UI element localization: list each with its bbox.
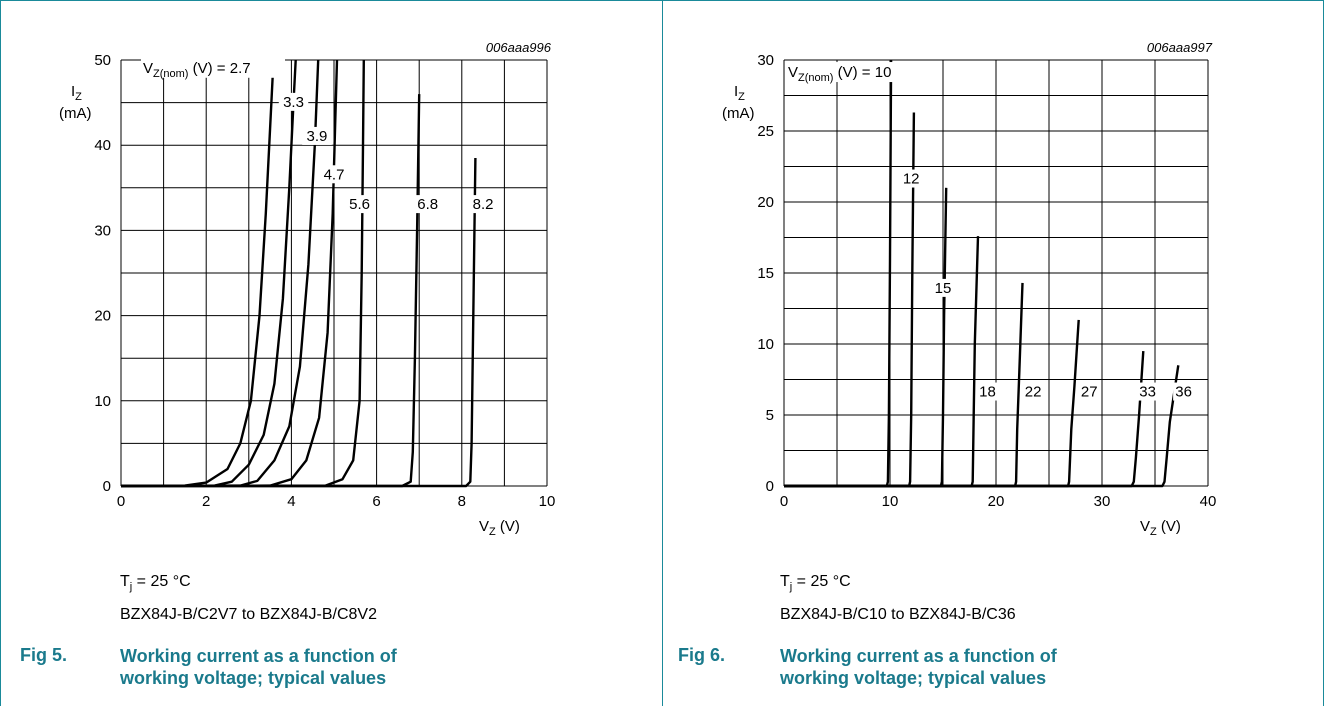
x-tick-label: 4 (287, 493, 295, 510)
y-tick-label: 25 (757, 123, 774, 140)
x-tick-label: 0 (117, 493, 125, 510)
x-tick-label: 20 (988, 493, 1005, 510)
figure-code: 006aaa997 (1147, 40, 1213, 55)
series-label: 5.6 (349, 196, 370, 213)
series-label: 4.7 (324, 166, 345, 183)
y-tick-label: 20 (94, 308, 111, 325)
series-curve (784, 236, 980, 488)
conditions-text: Tj = 25 °C (120, 573, 191, 594)
series-label-bg (319, 165, 349, 184)
x-tick-label: 2 (202, 493, 210, 510)
y-tick-label: 10 (94, 393, 111, 410)
series-curve (784, 112, 916, 488)
series-curve (784, 365, 1180, 488)
frame-left-line (0, 0, 1, 706)
figure-caption: Working current as a function of working… (780, 646, 1057, 688)
series-label: 18 (979, 384, 996, 401)
series-label-bg (977, 382, 999, 401)
y-tick-label: 30 (94, 222, 111, 239)
y-axis-unit: (mA) (722, 105, 755, 122)
series-label-bg (1022, 382, 1044, 401)
x-axis-label: VZ (V) (1140, 518, 1181, 538)
series-label-bg (468, 195, 498, 214)
series-curve (120, 59, 320, 488)
series-label: 3.9 (307, 128, 328, 145)
x-tick-label: 40 (1200, 493, 1217, 510)
x-tick-label: 6 (372, 493, 380, 510)
y-axis-unit: (mA) (59, 105, 92, 122)
series-label: 12 (903, 171, 920, 188)
figure-code: 006aaa996 (486, 40, 552, 55)
y-tick-label: 5 (766, 407, 774, 424)
series-curve (121, 157, 477, 488)
series-curve (784, 319, 1080, 488)
device-range-text: BZX84J-B/C2V7 to BZX84J-B/C8V2 (120, 606, 377, 623)
x-tick-label: 8 (458, 493, 466, 510)
series-label: 15 (935, 280, 952, 297)
device-range-text: BZX84J-B/C10 to BZX84J-B/C36 (780, 606, 1016, 623)
series-label-bg (141, 57, 285, 78)
chart-fig5: 0 2 4 6 8 10 0 10 20 30 40 50 IZ (mA) VZ (V) 006aaa996 V… (59, 40, 556, 538)
figure-number: Fig 6. (678, 645, 726, 665)
series-label: 36 (1175, 384, 1192, 401)
y-tick-label: 20 (757, 194, 774, 211)
y-tick-label: 10 (757, 336, 774, 353)
series-curve (784, 351, 1145, 488)
series-label-bg (786, 62, 922, 83)
series-label: 6.8 (417, 196, 438, 213)
x-tick-label: 10 (539, 493, 556, 510)
y-tick-label: 50 (94, 52, 111, 69)
series-label-bg (900, 169, 922, 188)
series-label: VZ(nom) (V) = 10 (788, 64, 891, 84)
series-label: 22 (1025, 384, 1042, 401)
conditions-text: Tj = 25 °C (780, 573, 851, 594)
series-label: 8.2 (473, 196, 494, 213)
series-curve (120, 59, 339, 488)
series-label-bg (1173, 382, 1195, 401)
series-label-bg (278, 92, 309, 111)
y-tick-label: 40 (94, 137, 111, 154)
series-label-bg (412, 195, 443, 214)
frame-middle-line (662, 0, 663, 706)
series-label-bg (302, 126, 332, 145)
series-label: VZ(nom) (V) = 2.7 (143, 60, 251, 80)
y-tick-label: 0 (766, 478, 774, 495)
series-curve (121, 94, 421, 488)
series-label: 3.3 (283, 94, 304, 111)
x-tick-label: 30 (1094, 493, 1111, 510)
figure-number: Fig 5. (20, 645, 68, 665)
series-label: 33 (1139, 384, 1156, 401)
y-axis-label: IZ (734, 83, 745, 103)
series-curve (120, 59, 275, 488)
figure-panel-6: 0 10 20 30 40 0 5 10 15 20 25 30 IZ (mA) VZ (V) 006aaa9… (664, 0, 1324, 706)
series-label-bg (1078, 382, 1100, 401)
series-curve (120, 59, 365, 488)
series-curve (784, 187, 948, 488)
chart-fig6: 0 10 20 30 40 0 5 10 15 20 25 30 IZ (mA) VZ (V) 006aaa9… (722, 40, 1217, 538)
figure-panel-5: 0 2 4 6 8 10 0 10 20 30 40 50 IZ (mA) VZ (V) 006aaa996 V… (0, 0, 660, 706)
y-axis-label: IZ (71, 83, 82, 103)
y-tick-label: 15 (757, 265, 774, 282)
x-axis-label: VZ (V) (479, 518, 520, 538)
y-tick-label: 30 (757, 52, 774, 69)
series-label-bg (344, 195, 375, 214)
series-label: 27 (1081, 384, 1098, 401)
y-tick-label: 0 (103, 478, 111, 495)
series-curve (120, 59, 297, 488)
x-tick-label: 0 (780, 493, 788, 510)
figure-caption: Working current as a function of working… (120, 646, 397, 688)
series-label-bg (1137, 382, 1159, 401)
series-label-bg (932, 278, 954, 297)
x-tick-label: 10 (882, 493, 899, 510)
